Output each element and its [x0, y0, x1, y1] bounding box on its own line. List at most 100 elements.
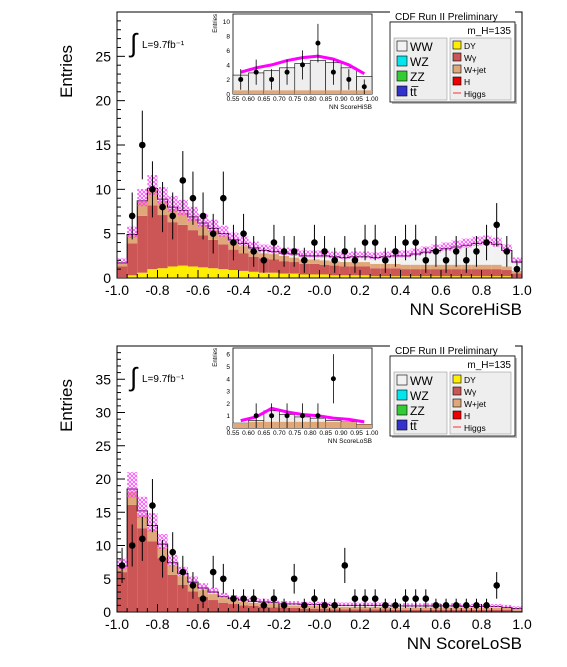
data-point-14 — [260, 602, 268, 609]
bar-DY-31 — [430, 276, 441, 278]
bar-W-5 — [167, 222, 178, 267]
legend-label-2: ZZ — [410, 404, 425, 418]
y-tick-label: 15 — [95, 504, 111, 520]
data-point-20 — [331, 256, 338, 264]
bar-W-19 — [309, 608, 320, 612]
inset-y-tick-label: 3 — [226, 389, 230, 396]
bar-W-3 — [147, 205, 158, 270]
bar-DY-9 — [208, 268, 219, 278]
inset-x-tick-label: 0.80 — [304, 430, 317, 437]
data-point-33 — [452, 602, 460, 609]
bar-W+jet-24 — [360, 262, 371, 267]
data-point-25 — [382, 256, 389, 264]
inset-data-point-1 — [253, 69, 259, 75]
legend-label-7: H — [464, 411, 470, 421]
inset-x-tick-label: 0.70 — [273, 430, 286, 437]
x-tick-label: 1.0 — [512, 616, 532, 632]
bar-DY-29 — [410, 276, 421, 278]
inset-data-point-1 — [269, 413, 275, 419]
bar-W+jet-36 — [481, 264, 492, 270]
data-point-20 — [321, 602, 328, 609]
x-tick-label: 0.2 — [350, 616, 370, 632]
data-point-24 — [371, 239, 379, 246]
data-point-28 — [412, 239, 419, 246]
x-tick-label: -0.4 — [226, 282, 250, 298]
inset-data-point-0 — [253, 413, 259, 419]
data-point-16 — [280, 602, 288, 609]
bar-W-38 — [501, 270, 512, 277]
bar-DY-30 — [420, 276, 431, 278]
data-point-36 — [493, 221, 500, 229]
bar-DY-34 — [461, 276, 472, 278]
data-point-11 — [240, 230, 247, 237]
bar-DY-32 — [441, 276, 452, 278]
data-point-11 — [230, 595, 237, 602]
inset-bkg-bar-6 — [325, 421, 342, 428]
panel-top: -1.0 -0.8 -0.6 -0.4 -0.2 -0.0 0.2 0.4 0.6 0.8 1.00… — [57, 10, 532, 319]
inset-data-point-3 — [300, 413, 305, 419]
data-point-10 — [220, 575, 227, 583]
legend-label-1: WZ — [410, 389, 429, 403]
legend-label-0: WW — [410, 40, 433, 54]
integral-symbol-icon: ∫ — [128, 362, 139, 392]
data-point-23 — [351, 595, 359, 602]
bar-W-22 — [339, 266, 350, 276]
inset-data-point-7 — [346, 76, 352, 82]
bar-W-0 — [117, 572, 128, 612]
data-point-28 — [402, 595, 409, 602]
bar-W-12 — [238, 253, 249, 271]
y-tick-label: 5 — [103, 571, 111, 587]
panel-bottom: -1.0 -0.8 -0.6 -0.4 -0.2 -0.0 0.2 0.4 0.6 0.8 1.00… — [57, 344, 532, 653]
uncertainty-band-32 — [441, 242, 452, 251]
bar-DY-26 — [380, 276, 391, 278]
bar-W-13 — [248, 606, 259, 612]
data-point-2 — [139, 535, 146, 543]
x-tick-label: -0.0 — [307, 616, 331, 632]
bar-DY-4 — [157, 268, 168, 278]
bar-W-10 — [218, 244, 229, 270]
data-point-5 — [179, 177, 187, 184]
y-tick-label: 20 — [95, 471, 111, 487]
bar-DY-37 — [491, 276, 502, 278]
inset-y-tick-label: 0 — [226, 92, 230, 99]
bar-W-2 — [137, 528, 148, 612]
legend-label-3: tt̅ — [410, 419, 419, 433]
inset-x-tick-label: 1.00 — [366, 430, 379, 437]
data-point-17 — [301, 256, 308, 264]
bar-W-17 — [289, 262, 300, 274]
bar-W-24 — [360, 609, 371, 612]
legend-label-5: Wγ — [464, 53, 477, 63]
bar-DY-13 — [248, 271, 259, 278]
data-point-3 — [149, 502, 156, 509]
legend-label-4: DY — [464, 41, 476, 51]
bar-W-15 — [268, 607, 279, 612]
bar-W-28 — [400, 610, 411, 612]
data-point-19 — [321, 248, 328, 255]
x-tick-label: -0.8 — [145, 282, 169, 298]
inset-data-point-8 — [361, 84, 367, 90]
data-point-22 — [351, 256, 359, 264]
inset-y-tick-label: 0 — [226, 426, 230, 433]
inset-x-tick-label: 0.95 — [350, 430, 363, 437]
lumi-label: L=9.7fb⁻¹ — [142, 374, 185, 385]
bar-DY-27 — [390, 276, 401, 278]
bar-W-12 — [238, 605, 249, 612]
mass-label: m_H=135 — [467, 26, 511, 37]
uncertainty-band-38 — [501, 604, 512, 608]
bar-DY-38 — [501, 276, 512, 278]
inset-x-tick-label: 0.85 — [319, 96, 332, 103]
bar-DY-17 — [289, 273, 300, 278]
inset-bkg-bar-5 — [310, 90, 326, 94]
inset-x-tick-label: 0.90 — [335, 96, 348, 103]
inset-x-tick-label: 0.65 — [258, 430, 271, 437]
inset-y-tick-label: 6 — [226, 48, 230, 55]
uncertainty-band-1 — [127, 472, 138, 498]
inset-bkg-bar-1 — [248, 90, 264, 94]
data-point-32 — [452, 248, 460, 255]
x-tick-label: -0.6 — [186, 282, 210, 298]
inset-x-tick-label: 0.80 — [304, 96, 317, 103]
bar-W-25 — [370, 268, 381, 277]
bar-DY-23 — [349, 275, 360, 278]
data-point-8 — [199, 595, 207, 602]
